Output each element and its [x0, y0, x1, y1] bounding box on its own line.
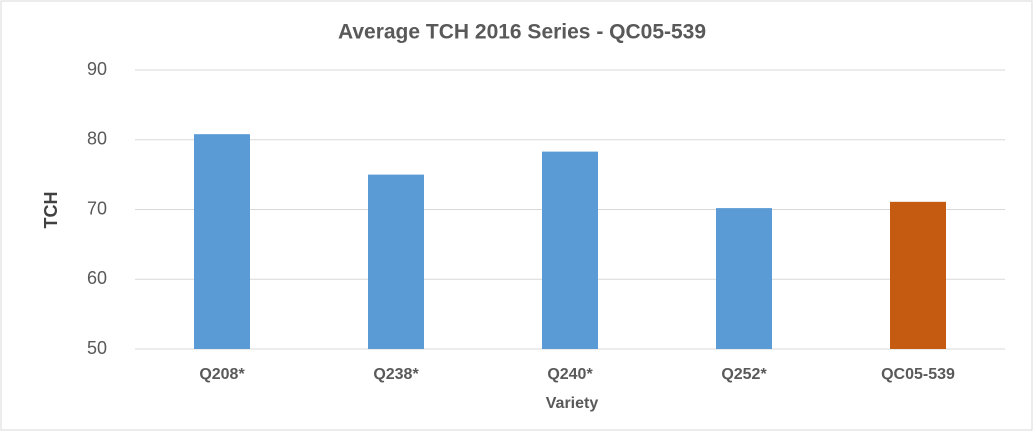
x-tick-label: QC05-539: [881, 366, 955, 383]
y-axis-label: TCH: [41, 192, 61, 229]
bar: [890, 201, 946, 349]
y-tick-label: 70: [87, 198, 107, 218]
bar: [542, 151, 598, 349]
y-tick-label: 90: [87, 59, 107, 79]
chart-title: Average TCH 2016 Series - QC05-539: [338, 21, 706, 44]
x-tick-label: Q238*: [373, 366, 419, 383]
y-tick-label: 80: [87, 129, 107, 149]
bar: [194, 134, 250, 349]
x-tick-label: Q240*: [547, 366, 593, 383]
x-axis-label: Variety: [546, 395, 599, 412]
x-tick-label: Q208*: [199, 366, 245, 383]
x-tick-label: Q252*: [721, 366, 767, 383]
bar: [716, 208, 772, 349]
bar: [368, 174, 424, 349]
y-tick-label: 60: [87, 268, 107, 288]
y-tick-label: 50: [87, 338, 107, 358]
